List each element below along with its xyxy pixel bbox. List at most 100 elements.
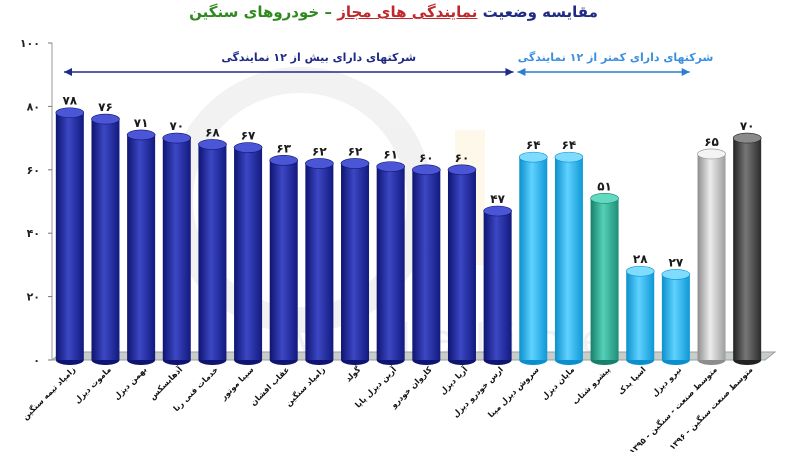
bar-top: [412, 164, 441, 176]
group-arrow-more: [64, 68, 514, 76]
bar-top: [661, 269, 691, 280]
bar-body: [412, 169, 441, 360]
x-category-label: آذهابسکس: [147, 364, 185, 402]
title-part1: مقایسه وضعیت: [482, 3, 598, 21]
bar-body: [162, 138, 191, 360]
bar-top: [198, 139, 227, 150]
bar-1: [91, 113, 120, 365]
bar-9: [376, 161, 405, 365]
bar-15: [590, 193, 619, 365]
bar-body: [733, 138, 762, 360]
bar-value-label: ۷۶: [98, 100, 113, 114]
group-arrow-less: [517, 68, 690, 76]
y-tick-label: ۶۰: [27, 164, 40, 177]
bar-value-label: ۶۵: [704, 135, 719, 149]
bar-17: [661, 269, 691, 365]
bar-value-label: ۷۰: [169, 119, 184, 133]
bar-value-label: ۷۱: [134, 116, 149, 130]
x-category-label: آریا دیزل: [437, 364, 469, 396]
bar-body: [376, 166, 405, 360]
x-category-label: گولد: [343, 364, 363, 384]
bar-top: [340, 158, 370, 169]
bar-body: [234, 147, 263, 360]
bar-body: [198, 144, 227, 360]
bar-body: [590, 198, 619, 360]
bar-value-label: ۶۲: [348, 144, 363, 158]
x-category-label: سیبا موتور: [218, 365, 255, 402]
bar-value-label: ۷۸: [62, 94, 77, 108]
bar-4: [198, 139, 227, 365]
bar-body: [519, 157, 548, 360]
title-part3: – خودروهای سنگین: [189, 3, 332, 21]
chart-title: مقایسه وضعیت نمایندگی های مجاز – خودروها…: [0, 0, 787, 26]
bar-6: [269, 154, 299, 365]
x-category-label: نیرو دیزل: [650, 365, 683, 398]
y-tick-label: ۱۰۰: [20, 37, 40, 50]
bar-value-label: ۶۰: [419, 151, 434, 165]
bar-value-label: ۶۸: [205, 125, 220, 139]
bar-body: [483, 211, 512, 360]
bar-value-label: ۶۷: [241, 129, 256, 143]
bar-top: [625, 265, 655, 277]
bar-value-label: ۷۰: [740, 119, 755, 133]
bar-top: [91, 113, 120, 125]
bar-5: [233, 142, 263, 365]
bar-top: [483, 205, 512, 217]
y-tick-label: ۰: [33, 354, 40, 367]
bar-body: [626, 271, 655, 360]
bar-body: [697, 153, 726, 360]
x-category-label: ماموت دیزل: [73, 365, 113, 405]
group-label-less: شرکتهای دارای کمتر از ۱۲ نمایندگی: [518, 51, 714, 64]
bar-top: [233, 142, 263, 153]
bar-2: [126, 129, 156, 365]
bar-top: [126, 129, 156, 141]
bar-top: [554, 151, 584, 163]
bar-18: [697, 148, 726, 365]
bar-13: [518, 151, 548, 365]
bar-top: [269, 154, 299, 166]
arrow-head-right: [505, 68, 514, 76]
bar-top: [732, 132, 762, 144]
bar-8: [340, 158, 370, 365]
bar-top: [305, 158, 334, 169]
bar-top: [518, 151, 548, 163]
bar-body: [554, 157, 583, 360]
bar-body: [661, 274, 690, 360]
arrow-head-right: [681, 68, 690, 76]
x-category-label: پیشرو شتاب: [571, 365, 612, 406]
bar-value-label: ۶۱: [383, 148, 398, 162]
bar-top: [590, 193, 619, 204]
y-tick-label: ۲۰: [27, 291, 40, 304]
bar-top: [697, 148, 726, 160]
bar-top: [376, 161, 405, 172]
bar-body: [55, 112, 84, 361]
bar-value-label: ۶۲: [312, 144, 327, 158]
bar-top: [162, 132, 192, 144]
x-category-label: زامیاد تیمه سنگین: [20, 364, 78, 422]
bar-value-label: ۶۴: [562, 138, 577, 152]
arrow-head-left: [517, 68, 526, 76]
bar-body: [341, 163, 370, 360]
bar-11: [447, 164, 477, 365]
arrow-head-left: [64, 68, 72, 76]
x-category-label: مایان دیزل: [540, 365, 577, 402]
bar-body: [91, 119, 120, 360]
bar-top: [447, 164, 477, 176]
bar-7: [305, 158, 334, 365]
y-tick-label: ۴۰: [27, 227, 40, 240]
y-tick-label: ۸۰: [27, 100, 40, 113]
bar-body: [305, 163, 334, 360]
bar-value-label: ۵۱: [597, 179, 612, 193]
x-category-label: بهمن دیزل: [112, 365, 149, 402]
title-part2: نمایندگی های مجاز: [337, 3, 478, 21]
bar-body: [447, 169, 476, 360]
bar-value-label: ۲۷: [669, 255, 684, 269]
bar-value-label: ۲۸: [633, 252, 648, 266]
bar-value-label: ۶۳: [276, 141, 291, 155]
bar-3: [162, 132, 192, 365]
bar-14: [554, 151, 584, 365]
bar-10: [412, 164, 441, 365]
bar-top: [55, 107, 85, 119]
bar-16: [625, 265, 655, 365]
